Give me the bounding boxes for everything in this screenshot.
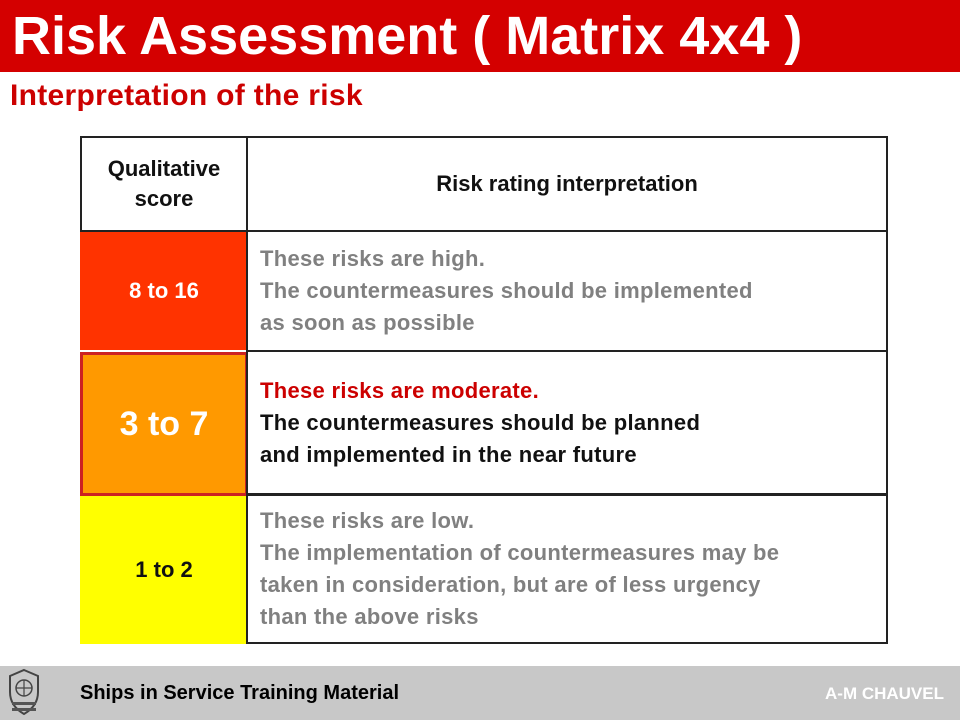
interpretation-line: These risks are low.	[260, 508, 475, 533]
interpretation-moderate: These risks are moderate. The countermea…	[246, 352, 888, 496]
header-qualitative-score: Qualitative score	[80, 136, 248, 232]
score-high: 8 to 16	[80, 232, 248, 350]
interpretation-line: than the above risks	[260, 604, 479, 629]
interpretation-line: as soon as possible	[260, 310, 475, 335]
page-subtitle: Interpretation of the risk	[10, 79, 363, 112]
header-score-line2: score	[134, 186, 194, 211]
score-low: 1 to 2	[80, 496, 248, 644]
interpretation-high: These risks are high. The countermeasure…	[246, 232, 888, 352]
interpretation-line: The countermeasures should be implemente…	[260, 278, 753, 303]
interpretation-line: taken in consideration, but are of less …	[260, 572, 761, 597]
interpretation-line: The countermeasures should be planned	[260, 409, 701, 435]
footer-course-title: Ships in Service Training Material	[80, 682, 399, 704]
header-score-line1: Qualitative	[107, 156, 221, 181]
title-bar: Risk Assessment ( Matrix 4x4 )	[0, 0, 960, 72]
interpretation-line: These risks are moderate.	[260, 377, 539, 403]
risk-interpretation-table: Qualitative score Risk rating interpreta…	[80, 136, 888, 644]
bureau-veritas-logo-icon	[9, 668, 39, 716]
page-title: Risk Assessment ( Matrix 4x4 )	[12, 6, 803, 66]
interpretation-line: These risks are high.	[260, 246, 486, 271]
score-moderate: 3 to 7	[80, 352, 248, 496]
interpretation-line: The implementation of countermeasures ma…	[260, 540, 780, 565]
header-risk-rating-interpretation: Risk rating interpretation	[246, 136, 888, 232]
footer: Ships in Service Training Material A-M C…	[0, 666, 960, 720]
interpretation-low: These risks are low. The implementation …	[246, 496, 888, 644]
interpretation-line: and implemented in the near future	[260, 441, 637, 467]
footer-author: A-M CHAUVEL	[825, 684, 944, 703]
